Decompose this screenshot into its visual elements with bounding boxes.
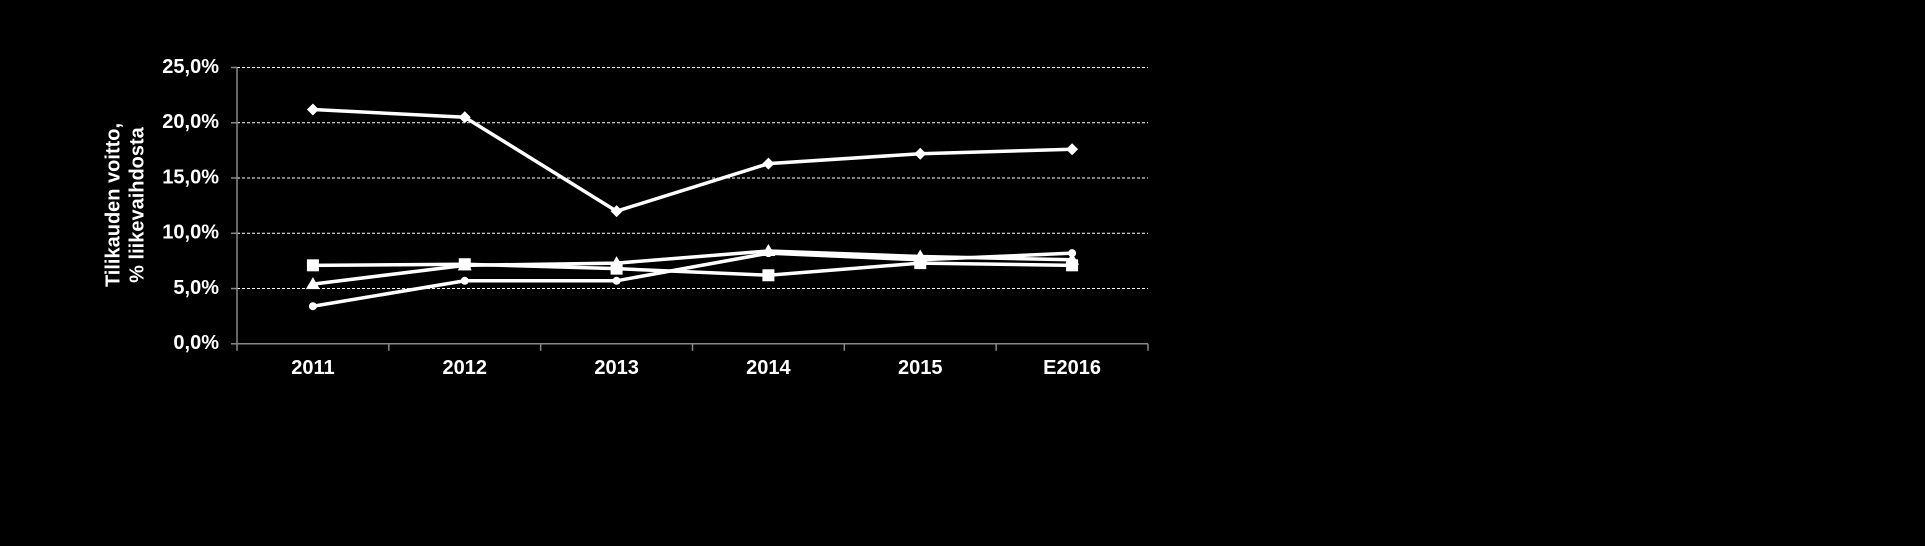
- x-tick-label: 2012: [443, 357, 488, 379]
- marker: [609, 256, 624, 269]
- x-tick-label: 2011: [291, 357, 334, 379]
- y-axis-title-line: % liikevaihdosta: [126, 126, 148, 282]
- y-tick-label: 5,0%: [173, 277, 219, 299]
- x-tick-label: 2014: [746, 357, 791, 379]
- series-line: [312, 261, 1073, 278]
- y-tick-label: 20,0%: [162, 111, 219, 133]
- marker: [305, 277, 320, 290]
- marker: [916, 255, 925, 264]
- series-line: [312, 251, 1073, 308]
- marker: [610, 205, 623, 218]
- marker: [460, 276, 469, 285]
- marker: [1065, 252, 1080, 265]
- x-tick-label: E2016: [1043, 357, 1101, 379]
- marker: [306, 103, 319, 116]
- marker: [762, 157, 775, 170]
- marker: [764, 249, 773, 258]
- x-tick-label: 2015: [898, 357, 943, 379]
- series-line: [312, 107, 1073, 214]
- marker: [458, 111, 471, 124]
- marker: [612, 276, 621, 285]
- y-axis-title-line: Tilikauden voitto,: [102, 123, 124, 287]
- x-tick-label: 2013: [594, 357, 639, 379]
- marker: [1066, 143, 1079, 156]
- marker: [308, 302, 317, 311]
- marker: [1068, 249, 1077, 258]
- marker: [306, 259, 319, 272]
- y-tick-label: 10,0%: [162, 222, 219, 244]
- y-tick-label: 15,0%: [162, 166, 219, 188]
- y-tick-label: 0,0%: [173, 332, 219, 354]
- marker: [762, 269, 775, 282]
- y-axis-title: Tilikauden voitto, % liikevaihdosta: [102, 123, 148, 287]
- marker: [914, 147, 927, 160]
- marker: [457, 258, 472, 271]
- y-tick-label: 25,0%: [162, 56, 219, 78]
